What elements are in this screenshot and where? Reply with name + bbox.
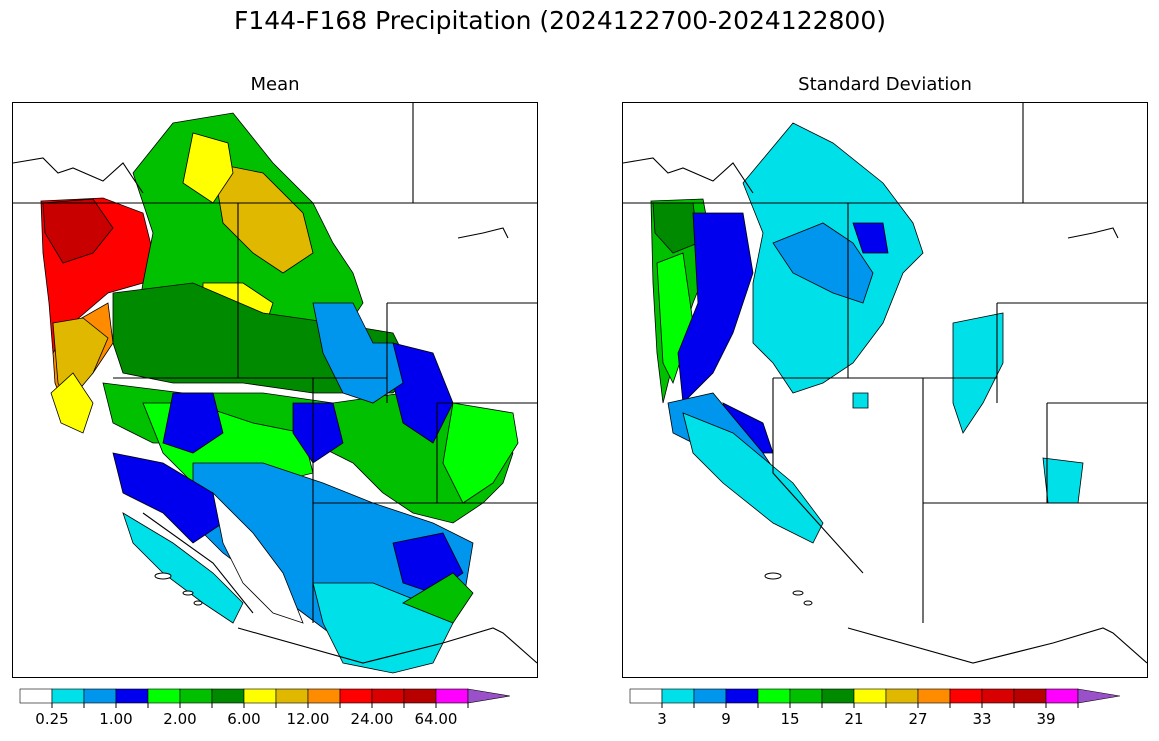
sd-region-blue-north (852, 222, 889, 254)
colorbar-segment (339, 688, 373, 704)
colorbar-segment (307, 688, 341, 704)
colorbar-segment (147, 688, 181, 704)
colorbar-segment (179, 688, 213, 704)
sd-region-cyan-se (1042, 457, 1084, 504)
stddev-colorbar-ticks: 3 9 15 21 27 33 39 (630, 710, 1150, 730)
region-north-gold (212, 162, 314, 274)
colorbar-segment (19, 688, 53, 704)
colorbar-segment (403, 688, 437, 704)
colorbar-segment (725, 688, 759, 704)
figure-title: F144-F168 Precipitation (2024122700-2024… (233, 6, 886, 35)
region-blue-south (112, 452, 224, 544)
colorbar-segment (661, 688, 695, 704)
colorbar-segment (243, 688, 277, 704)
colorbar-segment (83, 688, 117, 704)
colorbar-segment (1013, 688, 1047, 704)
sd-region-cyan-coast (682, 412, 824, 544)
colorbar-segment (885, 688, 919, 704)
colorbar-segment (789, 688, 823, 704)
colorbar-tick-label: 9 (721, 710, 731, 728)
colorbar-tick-label: 21 (844, 710, 864, 728)
mean-colorbar (19, 688, 540, 708)
colorbar-segment (275, 688, 309, 704)
colorbar-tick-label: 64.00 (414, 710, 458, 728)
region-cyan-south (122, 512, 244, 624)
colorbar-segment (821, 688, 855, 704)
colorbar-segment (757, 688, 791, 704)
colorbar-tick-label: 0.25 (35, 710, 69, 728)
colorbar-tick-label: 1.00 (99, 710, 133, 728)
colorbar-segment (1045, 688, 1079, 704)
mean-map (12, 102, 538, 678)
colorbar-tick-label: 27 (908, 710, 928, 728)
colorbar-segment (211, 688, 245, 704)
region-lime-east (442, 402, 519, 504)
region-coast-darkred (42, 198, 114, 264)
colorbar-segment (115, 688, 149, 704)
colorbar-tick-label: 15 (780, 710, 800, 728)
colorbar-tick-label: 24.00 (350, 710, 394, 728)
sd-region-cyan-small (852, 392, 869, 409)
colorbar-segment (917, 688, 951, 704)
colorbar-segment (981, 688, 1015, 704)
colorbar-segment (949, 688, 983, 704)
colorbar-tick-label: 3 (657, 710, 667, 728)
sd-region-blue-west (677, 212, 754, 404)
stddev-panel-title: Standard Deviation (798, 74, 972, 95)
colorbar-segment (853, 688, 887, 704)
colorbar-tick-label: 6.00 (227, 710, 261, 728)
colorbar-tick-label: 12.00 (286, 710, 330, 728)
colorbar-segment (435, 688, 469, 704)
region-blue-central2 (292, 402, 344, 464)
region-blue-central (162, 392, 224, 454)
colorbar-segment (693, 688, 727, 704)
region-white-desert (212, 491, 304, 624)
colorbar-tick-label: 39 (1036, 710, 1056, 728)
region-coast-yellow (50, 372, 94, 434)
sd-region-cyan-east (952, 312, 1004, 434)
region-north-yellow (182, 132, 234, 204)
region-green-south (402, 572, 474, 624)
stddev-colorbar (629, 688, 1150, 708)
colorbar-segment (467, 688, 511, 704)
mean-colorbar-ticks: 0.25 1.00 2.00 6.00 12.00 24.00 64.00 (20, 710, 540, 730)
colorbar-tick-label: 33 (972, 710, 992, 728)
colorbar-segment (371, 688, 405, 704)
colorbar-segment (629, 688, 663, 704)
mean-panel-title: Mean (250, 74, 300, 95)
colorbar-tick-label: 2.00 (163, 710, 197, 728)
stddev-map (622, 102, 1148, 678)
colorbar-segment (1077, 688, 1121, 704)
colorbar-segment (51, 688, 85, 704)
